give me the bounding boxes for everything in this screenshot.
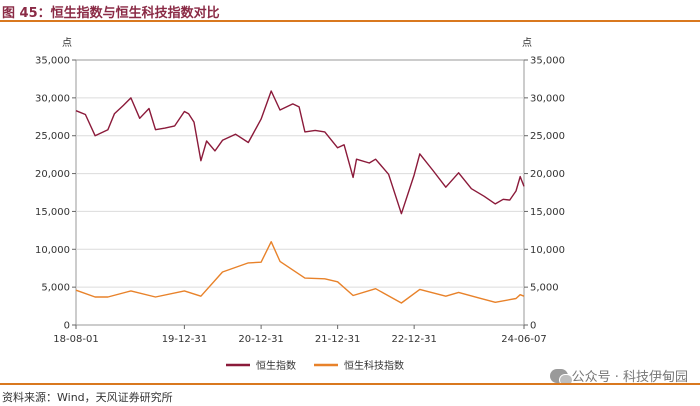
x-tick-label: 18-08-01 xyxy=(53,334,98,345)
x-tick-label: 21-12-31 xyxy=(315,334,360,345)
y-tick-label-left: 0 xyxy=(64,321,70,332)
y-tick-label-left: 30,000 xyxy=(35,93,70,104)
y-axis-left: 0 5,000 10,000 15,000 20,000 25,000 30,000 35,0… xyxy=(35,56,76,332)
plot-area xyxy=(75,59,525,326)
legend-label-hstech: 恒生科技指数 xyxy=(344,359,404,372)
y-tick-label-right: 10,000 xyxy=(530,245,565,256)
figure-title: 图 45：恒生指数与恒生科技指数对比 xyxy=(2,6,220,21)
y-tick-label-right: 35,000 xyxy=(530,56,565,67)
watermark-text: 公众号 · 科技伊甸园 xyxy=(571,370,688,385)
y-tick-label-right: 30,000 xyxy=(530,93,565,104)
y-unit-left: 点 xyxy=(62,37,72,49)
gridlines xyxy=(76,97,524,288)
y-tick-label-right: 25,000 xyxy=(530,131,565,142)
y-tick-label-left: 10,000 xyxy=(35,245,70,256)
x-tick-label: 22-12-31 xyxy=(391,334,436,345)
y-tick-label-right: 5,000 xyxy=(530,283,559,294)
series-line-hsi xyxy=(75,90,525,215)
y-tick-label-right: 20,000 xyxy=(530,169,565,180)
y-tick-label-left: 25,000 xyxy=(35,131,70,142)
figure-header: 图 45：恒生指数与恒生科技指数对比 xyxy=(0,0,700,22)
x-tick-label: 20-12-31 xyxy=(238,334,283,345)
series-line-hstech xyxy=(75,241,525,304)
x-tick-label: 19-12-31 xyxy=(162,334,207,345)
y-tick-label-left: 20,000 xyxy=(35,169,70,180)
watermark: 公众号 · 科技伊甸园 xyxy=(549,366,688,386)
y-tick-label-left: 5,000 xyxy=(41,283,70,294)
legend: 恒生指数 恒生科技指数 xyxy=(226,359,404,372)
y-unit-right: 点 xyxy=(522,37,532,49)
y-axis-right: 0 5,000 10,000 15,000 20,000 25,000 30,000 35,0… xyxy=(524,56,565,332)
source-note: 资料来源：Wind，天风证券研究所 xyxy=(2,391,173,404)
x-axis: 18-08-01 19-12-31 20-12-31 21-12-31 22-12-31… xyxy=(53,325,547,345)
line-chart: 0 5,000 10,000 15,000 20,000 25,000 30,000 35,0… xyxy=(35,37,565,372)
series-layer xyxy=(75,90,525,304)
y-tick-label-right: 15,000 xyxy=(530,207,565,218)
y-tick-label-right: 0 xyxy=(530,321,536,332)
wechat-icon xyxy=(549,368,573,386)
legend-label-hsi: 恒生指数 xyxy=(256,359,296,372)
figure-footer: 资料来源：Wind，天风证券研究所 xyxy=(0,383,700,406)
x-tick-label: 24-06-07 xyxy=(501,334,546,345)
y-tick-label-left: 35,000 xyxy=(35,56,70,67)
y-tick-label-left: 15,000 xyxy=(35,207,70,218)
